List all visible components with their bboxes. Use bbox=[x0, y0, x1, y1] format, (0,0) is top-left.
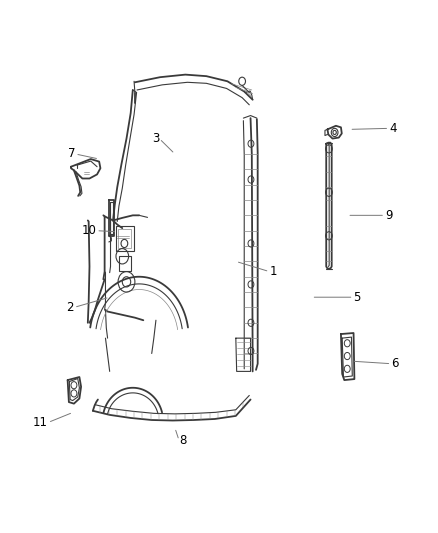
Bar bbox=[116, 225, 134, 251]
Text: 5: 5 bbox=[353, 290, 361, 304]
Bar bbox=[118, 229, 131, 248]
Text: 6: 6 bbox=[392, 357, 399, 370]
Text: 7: 7 bbox=[68, 148, 75, 160]
Text: 9: 9 bbox=[385, 209, 392, 222]
Text: 3: 3 bbox=[152, 132, 159, 145]
Bar bbox=[119, 256, 131, 271]
Text: 11: 11 bbox=[33, 416, 48, 429]
Text: 1: 1 bbox=[269, 265, 277, 278]
Text: 8: 8 bbox=[179, 434, 187, 447]
Text: 10: 10 bbox=[81, 224, 96, 237]
Text: 2: 2 bbox=[67, 301, 74, 314]
Text: 4: 4 bbox=[389, 122, 397, 135]
